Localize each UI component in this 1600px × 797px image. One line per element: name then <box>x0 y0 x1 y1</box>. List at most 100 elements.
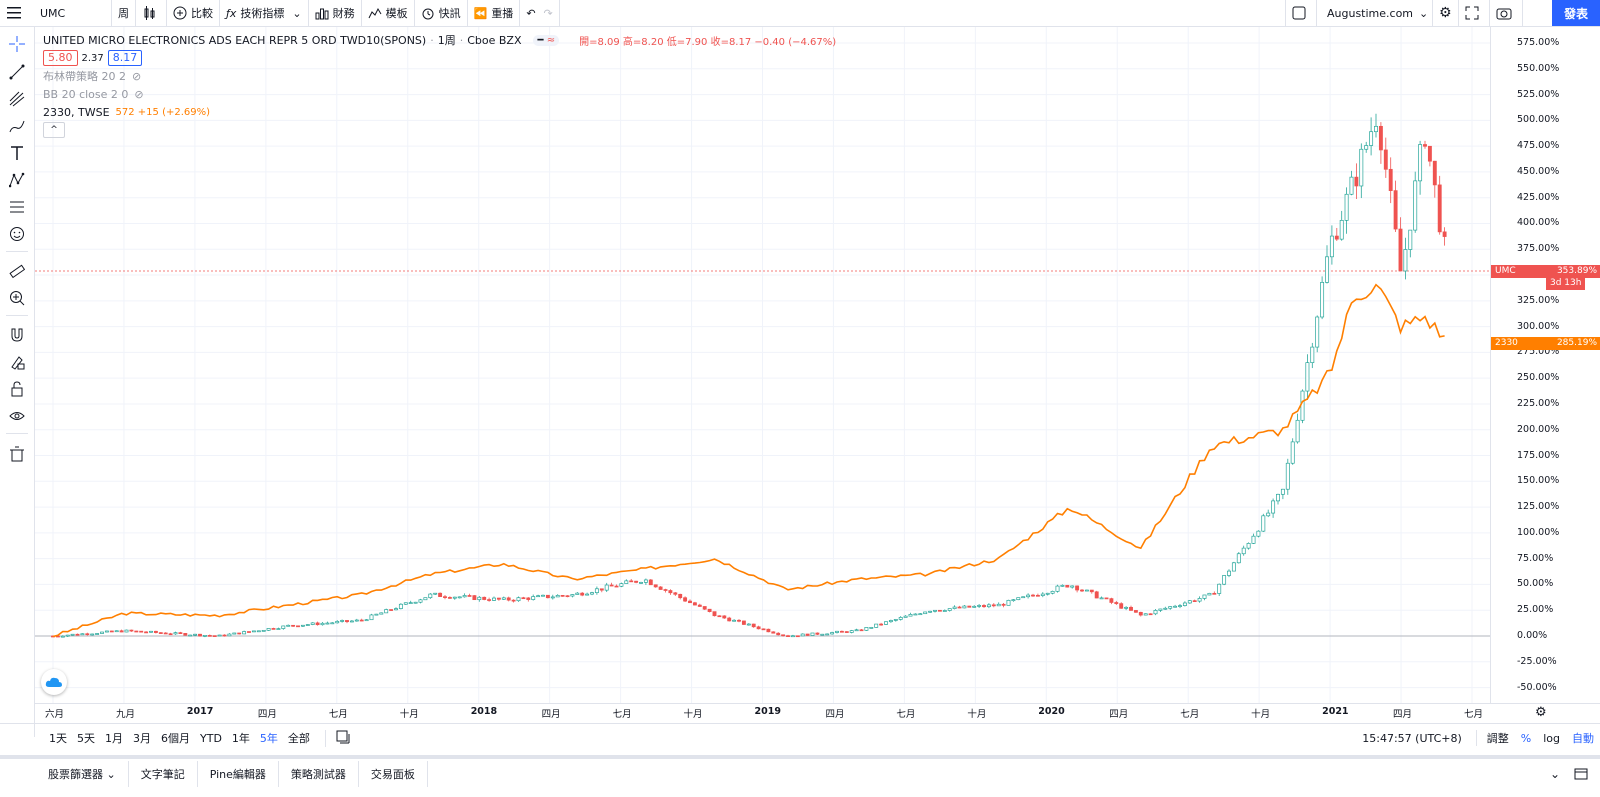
candle-body <box>805 633 810 636</box>
candle-body <box>737 619 741 622</box>
crosshair-icon[interactable] <box>6 33 28 55</box>
undo-icon[interactable]: ↶ <box>526 6 536 20</box>
publish-button[interactable]: 發表 <box>1552 0 1600 26</box>
alerts-button[interactable]: 快訊 <box>415 0 468 26</box>
zoom-in-icon[interactable] <box>6 287 28 309</box>
compare-button[interactable]: 比較 <box>167 0 220 26</box>
candle-body <box>222 634 227 637</box>
range-button[interactable]: 3月 <box>133 732 151 745</box>
compare-values: 572 +15 (+2.69%) <box>115 106 211 118</box>
account-button[interactable]: Augustime.com ⌄ <box>1317 0 1433 26</box>
candle-body <box>291 624 296 627</box>
snapshot-button[interactable] <box>1490 0 1523 26</box>
time-axis[interactable]: 六月 九月 2017 四月 七月 十月 2018 四月 七月 十月 2019 四月 七月 十月 2020 四月… <box>35 703 1600 722</box>
range-button[interactable]: 5年 <box>259 732 278 745</box>
magnet-icon[interactable] <box>6 324 28 346</box>
percent-toggle[interactable]: % <box>1520 731 1532 745</box>
indicator-bollinger-strategy[interactable]: 布林帶策略 20 2 <box>43 70 126 83</box>
symbol-title[interactable]: UNITED MICRO ELECTRONICS ADS EACH REPR 5… <box>43 33 427 47</box>
price-axis[interactable]: 575.00% 550.00% 525.00% 500.00% 475.00% 450.0… <box>1490 27 1600 703</box>
candle-body <box>585 593 590 596</box>
maximize-panel-icon[interactable] <box>1574 768 1588 780</box>
chart-type-button[interactable] <box>136 0 167 26</box>
candle-body <box>433 592 438 595</box>
range-button[interactable]: 5天 <box>77 732 95 745</box>
symbol-search[interactable]: UMC <box>34 0 112 26</box>
smiley-icon[interactable] <box>6 223 28 245</box>
eye-off-icon[interactable]: ⊘ <box>132 69 142 83</box>
candle-body <box>839 630 844 633</box>
gear-icon: ⚙ <box>1535 705 1547 720</box>
compare-symbol[interactable]: 2330, TWSE <box>43 105 110 119</box>
range-button[interactable]: 1月 <box>105 732 123 745</box>
collapse-panel-icon[interactable]: ⌄ <box>1549 767 1560 781</box>
bid-price[interactable]: 5.80 <box>43 50 78 66</box>
candle-body <box>227 633 232 637</box>
candle-body <box>374 613 379 616</box>
candle-body <box>1432 160 1437 186</box>
brush-icon[interactable] <box>6 115 28 137</box>
candle-body <box>1246 543 1251 549</box>
trend-line-icon[interactable] <box>6 61 28 83</box>
candle-body <box>281 625 286 629</box>
financials-button[interactable]: 財務 <box>309 0 362 26</box>
bottom-tab[interactable]: 策略測試器 <box>279 761 359 787</box>
prediction-icon[interactable] <box>6 196 28 218</box>
unlock-icon[interactable] <box>6 378 28 400</box>
fullscreen-button[interactable] <box>1459 0 1490 26</box>
candle-body <box>349 620 354 623</box>
replay-button[interactable]: ⏪ 重播 <box>468 0 521 26</box>
eye-off-icon[interactable]: ⊘ <box>134 87 144 101</box>
indicator-bb[interactable]: BB 20 close 2 0 <box>43 87 129 101</box>
candle-body <box>511 599 516 602</box>
candle-body <box>560 595 565 597</box>
axis-settings-button[interactable]: ⚙ <box>1535 705 1547 720</box>
settings-button[interactable]: ⚙ <box>1433 0 1459 26</box>
candle-body <box>452 596 457 599</box>
candle-body <box>1315 316 1320 348</box>
chevron-up-icon: ^ <box>50 125 58 135</box>
range-button[interactable]: 1年 <box>231 732 250 745</box>
adjust-toggle[interactable]: 調整 <box>1475 730 1509 746</box>
candle-body <box>761 628 766 631</box>
log-toggle[interactable]: log <box>1543 731 1560 745</box>
range-button[interactable]: 1天 <box>49 732 67 745</box>
ask-price[interactable]: 8.17 <box>107 50 143 66</box>
indicators-button[interactable]: ƒx 技術指標 ⌄ <box>220 0 309 26</box>
eye-icon[interactable] <box>6 405 28 427</box>
collapse-legend-button[interactable]: ^ <box>43 122 65 138</box>
price-chart[interactable] <box>35 27 1490 703</box>
candle-body <box>643 579 648 583</box>
candle-body <box>541 594 545 597</box>
bottom-tab[interactable]: 交易面板 <box>359 761 428 787</box>
trash-icon[interactable] <box>6 443 28 465</box>
legend-exchange: Cboe BZX <box>467 33 522 47</box>
auto-toggle[interactable]: 自動 <box>1572 732 1594 745</box>
lock-drawing-icon[interactable] <box>6 351 28 373</box>
text-icon[interactable] <box>6 142 28 164</box>
candle-body <box>492 597 496 601</box>
menu-icon[interactable] <box>5 4 23 25</box>
chart-area[interactable] <box>35 27 1490 703</box>
bottom-tab[interactable]: 文字筆記 <box>129 761 198 787</box>
tradingview-logo[interactable] <box>41 669 67 695</box>
redo-icon[interactable]: ↷ <box>543 6 553 20</box>
interval-button[interactable]: 周 <box>112 0 136 26</box>
bottom-tab[interactable]: Pine編輯器 <box>198 761 279 787</box>
pitchfork-icon[interactable] <box>6 88 28 110</box>
range-button[interactable]: YTD <box>200 731 222 745</box>
go-to-date-button[interactable] <box>324 729 350 747</box>
range-button[interactable]: 6個月 <box>161 732 190 745</box>
range-button[interactable]: 全部 <box>287 732 310 745</box>
legend-toggle-badge[interactable]: ━ ≈ <box>533 34 560 46</box>
candle-body <box>286 624 291 627</box>
candle-body <box>256 630 261 633</box>
pattern-icon[interactable] <box>6 169 28 191</box>
layout-button[interactable] <box>1285 0 1317 26</box>
clock-time[interactable]: 15:47:57 (UTC+8) <box>1362 731 1462 745</box>
price-tick-label: 500.00% <box>1517 114 1560 126</box>
bottom-tab[interactable]: 股票篩選器 ⌄ <box>36 761 129 787</box>
templates-button[interactable]: 模板 <box>362 0 415 26</box>
candle-body <box>1040 593 1045 596</box>
ruler-icon[interactable] <box>6 260 28 282</box>
